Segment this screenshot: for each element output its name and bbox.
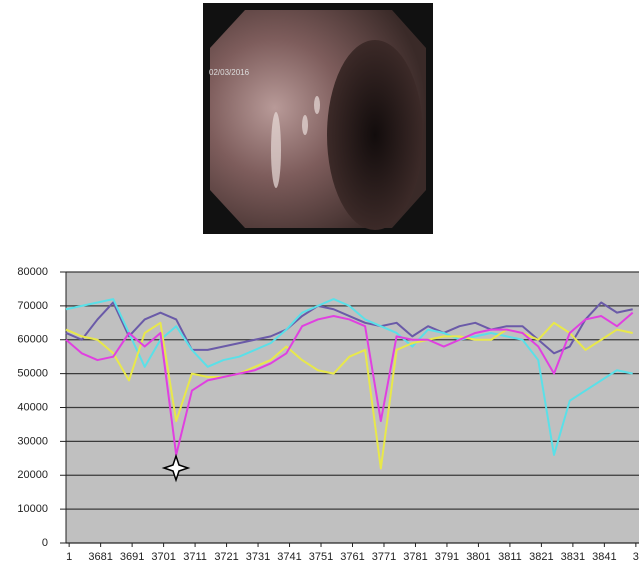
x-tick-label: 3841 <box>592 551 616 563</box>
chart: 0 10000 20000 30000 40000 50000 60000 70000 8000… <box>17 266 639 563</box>
x-tick-label: 3761 <box>340 551 364 563</box>
x-tick-label: 3721 <box>214 551 238 563</box>
highlight <box>314 96 320 114</box>
page: 02/03/2016 0 10000 20000 30000 40000 50000 600… <box>0 0 639 564</box>
highlight <box>302 115 308 135</box>
x-tick-label: 3781 <box>403 551 427 563</box>
lumen <box>327 40 423 230</box>
y-tick-label: 80000 <box>17 266 48 278</box>
x-tick-label: 3711 <box>183 551 207 563</box>
x-tick-label: 3691 <box>120 551 144 563</box>
y-tick-label: 10000 <box>17 503 48 515</box>
x-tick-label: 3731 <box>246 551 270 563</box>
x-tick-label: 3801 <box>466 551 490 563</box>
x-tick-label: 3751 <box>309 551 333 563</box>
x-tick-label: 3 <box>633 551 639 563</box>
x-tick-label: 3821 <box>529 551 553 563</box>
y-tick-label: 50000 <box>17 368 48 380</box>
y-tick-label: 70000 <box>17 300 48 312</box>
x-tick-label: 3681 <box>88 551 112 563</box>
y-tick-label: 60000 <box>17 334 48 346</box>
screen: 02/03/2016 0 10000 20000 30000 40000 50000 600… <box>0 0 639 564</box>
x-tick-label: 3811 <box>498 551 522 563</box>
x-tick-label: 3831 <box>561 551 585 563</box>
highlight <box>271 112 281 188</box>
y-tick-label: 0 <box>42 537 48 549</box>
endoscopy-image: 02/03/2016 <box>203 3 433 234</box>
x-tick-label: 3791 <box>435 551 459 563</box>
x-tick-label: 3701 <box>151 551 175 563</box>
x-tick-label: 3741 <box>277 551 301 563</box>
x-tick-label: 1 <box>66 551 72 563</box>
y-tick-label: 20000 <box>17 469 48 481</box>
overlay-text: 02/03/2016 <box>209 68 250 77</box>
y-tick-label: 30000 <box>17 435 48 447</box>
x-tick-label: 3771 <box>372 551 396 563</box>
y-tick-label: 40000 <box>17 401 48 413</box>
